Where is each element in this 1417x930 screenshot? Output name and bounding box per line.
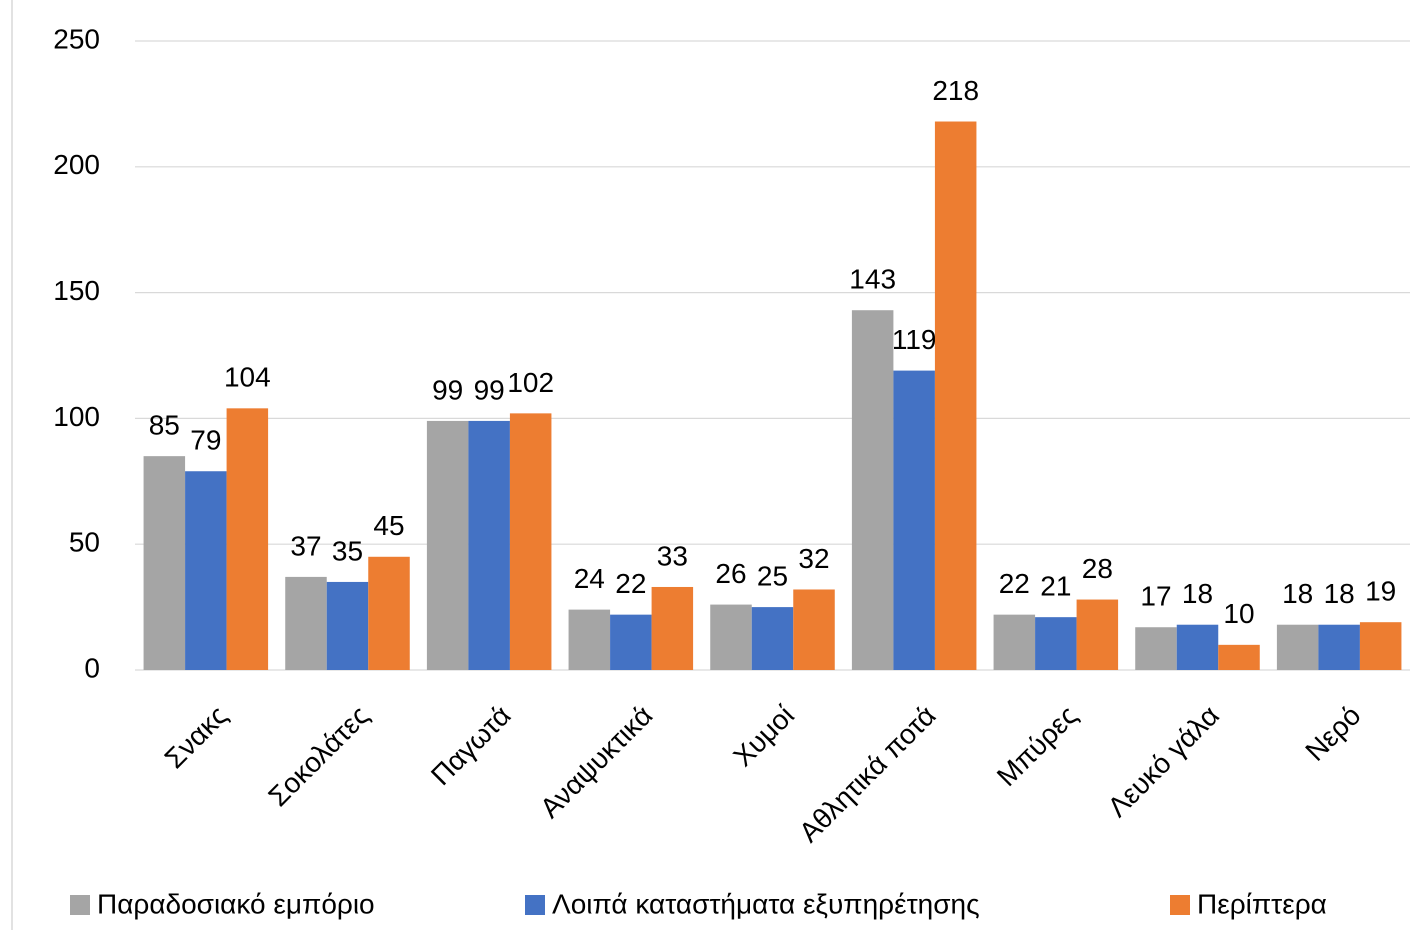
bar	[610, 614, 652, 670]
bar	[1218, 644, 1260, 670]
bar	[185, 471, 227, 670]
bar	[793, 589, 835, 670]
data-label: 85	[149, 410, 180, 441]
bar	[651, 586, 694, 670]
data-label: 17	[1140, 581, 1171, 612]
x-tick-label: Σνακς	[159, 700, 234, 775]
bar	[143, 456, 186, 670]
y-tick-label: 250	[53, 23, 100, 54]
data-label: 25	[757, 560, 788, 591]
bar	[226, 408, 269, 670]
legend-label: Περίπτερα	[1197, 888, 1327, 919]
legend-swatch	[70, 895, 90, 915]
legend-label: Παραδοσιακό εμπόριο	[97, 888, 375, 919]
data-label: 119	[892, 324, 937, 355]
bar	[893, 370, 935, 670]
bar	[1076, 599, 1119, 670]
bar	[426, 420, 469, 670]
bar	[468, 420, 510, 670]
bar	[1035, 617, 1077, 670]
bar	[1359, 622, 1402, 670]
bar	[1176, 624, 1219, 670]
data-label: 102	[507, 367, 554, 398]
data-label: 99	[432, 374, 463, 405]
y-tick-label: 150	[53, 275, 100, 306]
x-tick-label: Μπύρες	[991, 700, 1084, 793]
data-label: 143	[849, 264, 896, 295]
data-label: 32	[798, 543, 829, 574]
bar	[993, 614, 1036, 670]
data-label: 22	[615, 568, 646, 599]
data-label: 18	[1182, 578, 1213, 609]
data-label: 10	[1223, 598, 1254, 629]
chart-border	[11, 0, 13, 930]
data-label: 28	[1082, 553, 1113, 584]
bar	[1135, 627, 1177, 670]
bar	[934, 121, 977, 670]
data-label: 104	[224, 362, 271, 393]
y-tick-label: 200	[53, 149, 100, 180]
bar	[1276, 624, 1319, 670]
y-tick-label: 50	[69, 527, 100, 558]
data-label: 218	[932, 75, 979, 106]
x-tick-label: Χυμοί	[727, 700, 800, 773]
data-label: 19	[1365, 576, 1396, 607]
y-tick-label: 0	[84, 652, 100, 683]
x-tick-label: Σοκολάτες	[262, 700, 375, 813]
data-label: 26	[715, 558, 746, 589]
data-label: 18	[1282, 578, 1313, 609]
data-label: 35	[332, 535, 363, 566]
bar	[710, 604, 752, 670]
legend-swatch	[525, 895, 545, 915]
bar	[326, 581, 369, 670]
data-label: 99	[474, 374, 505, 405]
x-tick-label: Αναψυκτικά	[534, 700, 658, 824]
bar	[368, 556, 410, 670]
bar	[851, 310, 894, 670]
data-label: 18	[1324, 578, 1355, 609]
bar	[1318, 624, 1360, 670]
bar	[509, 413, 552, 670]
legend-label: Λοιπά καταστήματα εξυπηρέτησης	[552, 888, 980, 919]
bar	[568, 609, 611, 670]
x-tick-label: Νερό	[1299, 700, 1366, 767]
data-label: 24	[574, 563, 605, 594]
legend-swatch	[1170, 895, 1190, 915]
x-tick-label: Αθλητικά ποτά	[793, 700, 942, 849]
bar	[751, 607, 794, 670]
x-tick-label: Παγωτά	[425, 700, 517, 792]
x-tick-label: Λευκό γάλα	[1102, 700, 1225, 823]
bar	[285, 576, 327, 670]
data-label: 33	[657, 540, 688, 571]
data-label: 37	[290, 530, 321, 561]
data-label: 22	[999, 568, 1030, 599]
data-label: 45	[373, 510, 404, 541]
data-label: 21	[1040, 571, 1071, 602]
data-label: 79	[190, 425, 221, 456]
y-tick-label: 100	[53, 401, 100, 432]
